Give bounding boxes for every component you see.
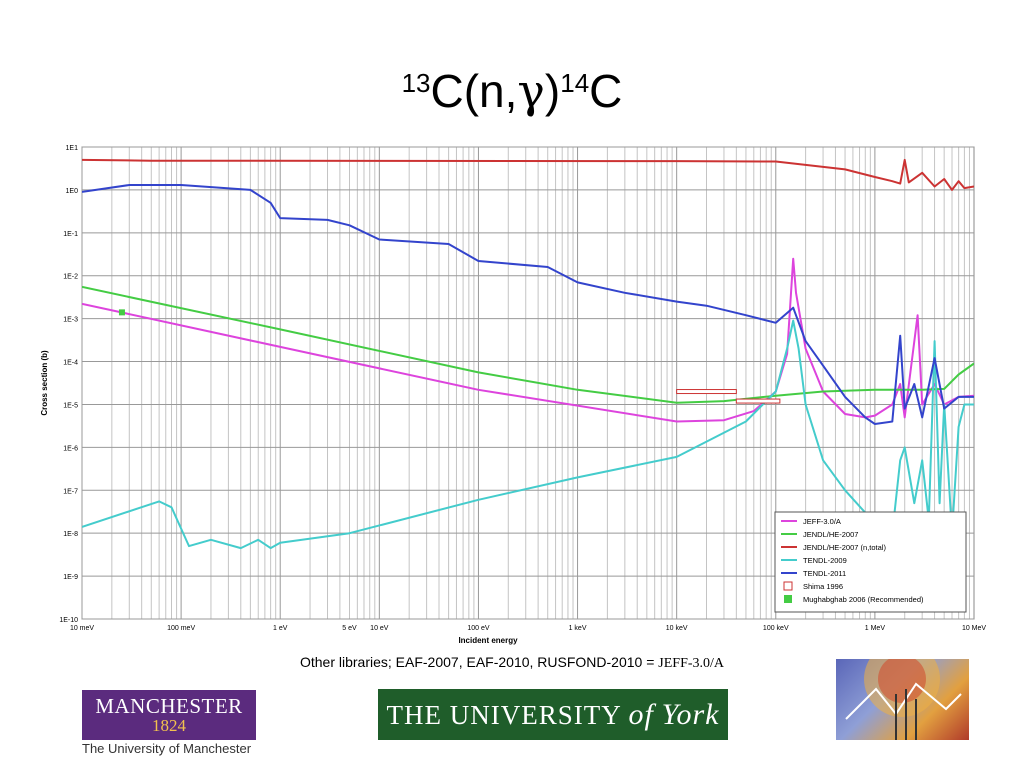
y-tick-label: 1E-3 <box>63 317 78 324</box>
york-logo-text: THE UNIVERSITY <box>386 700 621 730</box>
legend-label: TENDL-2009 <box>803 556 847 565</box>
y-tick-label: 1E-10 <box>59 617 78 624</box>
y-tick-label: 1E-7 <box>63 488 78 495</box>
x-tick-label: 10 meV <box>70 625 94 632</box>
y-tick-label: 1E-2 <box>63 274 78 281</box>
chart-axes: 10 meV 100 meV 1 eV 5 eV 10 eV 100 eV 1 keV 10 … <box>40 145 986 645</box>
x-tick-label: 100 meV <box>167 625 195 632</box>
note-text: Other libraries; EAF-2007, EAF-2010, RUS… <box>299 654 659 670</box>
page-title: 13C(n,γ)14C <box>0 68 1024 114</box>
series-line-5 <box>82 184 974 425</box>
manchester-logo: MANCHESTER 1824 <box>82 690 256 740</box>
note-library: JEFF-3.0/A <box>658 656 725 671</box>
y-tick-label: 1E-5 <box>63 402 78 409</box>
chart-grid <box>81 146 975 620</box>
manchester-logo-name: MANCHESTER <box>95 694 243 718</box>
chart-legend: JEFF-3.0/A JENDL/HE-2007 JENDL/HE-2007 (n,… <box>774 511 967 613</box>
y-tick-label: 1E-9 <box>63 574 78 581</box>
manchester-logo-caption: The University of Manchester <box>82 741 252 756</box>
legend-swatch <box>784 595 792 603</box>
x-tick-label: 1 eV <box>273 625 288 632</box>
y-tick-label: 1E-6 <box>63 445 78 452</box>
x-tick-label: 10 eV <box>370 625 389 632</box>
y-tick-label: 1E0 <box>66 188 79 195</box>
series-line-2 <box>82 285 974 404</box>
legend-label: Shima 1996 <box>803 582 843 591</box>
x-tick-label: 100 eV <box>467 625 490 632</box>
manchester-logo-year: 1824 <box>152 716 186 735</box>
title-part-2: ) <box>544 65 561 117</box>
title-gamma: γ <box>517 64 545 118</box>
x-tick-label: 100 keV <box>763 625 789 632</box>
york-logo: THE UNIVERSITY of York <box>378 689 728 740</box>
y-tick-label: 1E1 <box>66 145 79 152</box>
cross-section-chart: 10 meV 100 meV 1 eV 5 eV 10 eV 100 eV 1 keV 10 … <box>40 145 986 645</box>
y-tick-label: 1E-1 <box>63 231 78 238</box>
series-line-3 <box>82 158 974 191</box>
x-tick-label: 5 eV <box>342 625 357 632</box>
legend-box <box>774 511 967 613</box>
x-tick-label: 1 keV <box>569 625 587 632</box>
shima-data-box <box>676 389 737 395</box>
legend-label: JEFF-3.0/A <box>803 517 841 526</box>
legend-label: JENDL/HE-2007 (n,total) <box>803 543 886 552</box>
other-libraries-note: Other libraries; EAF-2007, EAF-2010, RUS… <box>0 654 1024 672</box>
y-tick-label: 1E-4 <box>63 360 78 367</box>
york-logo-name: York <box>661 698 720 731</box>
title-mass-13: 13 <box>401 68 431 98</box>
x-tick-label: 10 keV <box>666 625 688 632</box>
shima-data-box <box>735 398 781 404</box>
title-part-1: C(n, <box>430 65 518 117</box>
york-logo-of: of <box>628 698 654 731</box>
x-tick-label: 10 MeV <box>962 625 986 632</box>
chart-markers <box>118 309 781 404</box>
x-tick-label: 1 MeV <box>865 625 886 632</box>
legend-label: JENDL/HE-2007 <box>803 530 858 539</box>
legend-label: Mughabghab 2006 (Recommended) <box>803 595 924 604</box>
legend-swatch <box>783 581 793 591</box>
institute-logo <box>836 659 969 740</box>
series-line-4 <box>82 319 974 550</box>
title-mass-14: 14 <box>560 68 590 98</box>
mughabghab-data-point <box>118 309 125 316</box>
y-tick-label: 1E-8 <box>63 531 78 538</box>
x-axis-label: Incident energy <box>458 636 518 645</box>
legend-label: TENDL-2011 <box>803 569 846 578</box>
chart-series <box>82 158 974 550</box>
y-axis-label: Cross section (b) <box>40 350 49 416</box>
title-part-3: C <box>589 65 623 117</box>
